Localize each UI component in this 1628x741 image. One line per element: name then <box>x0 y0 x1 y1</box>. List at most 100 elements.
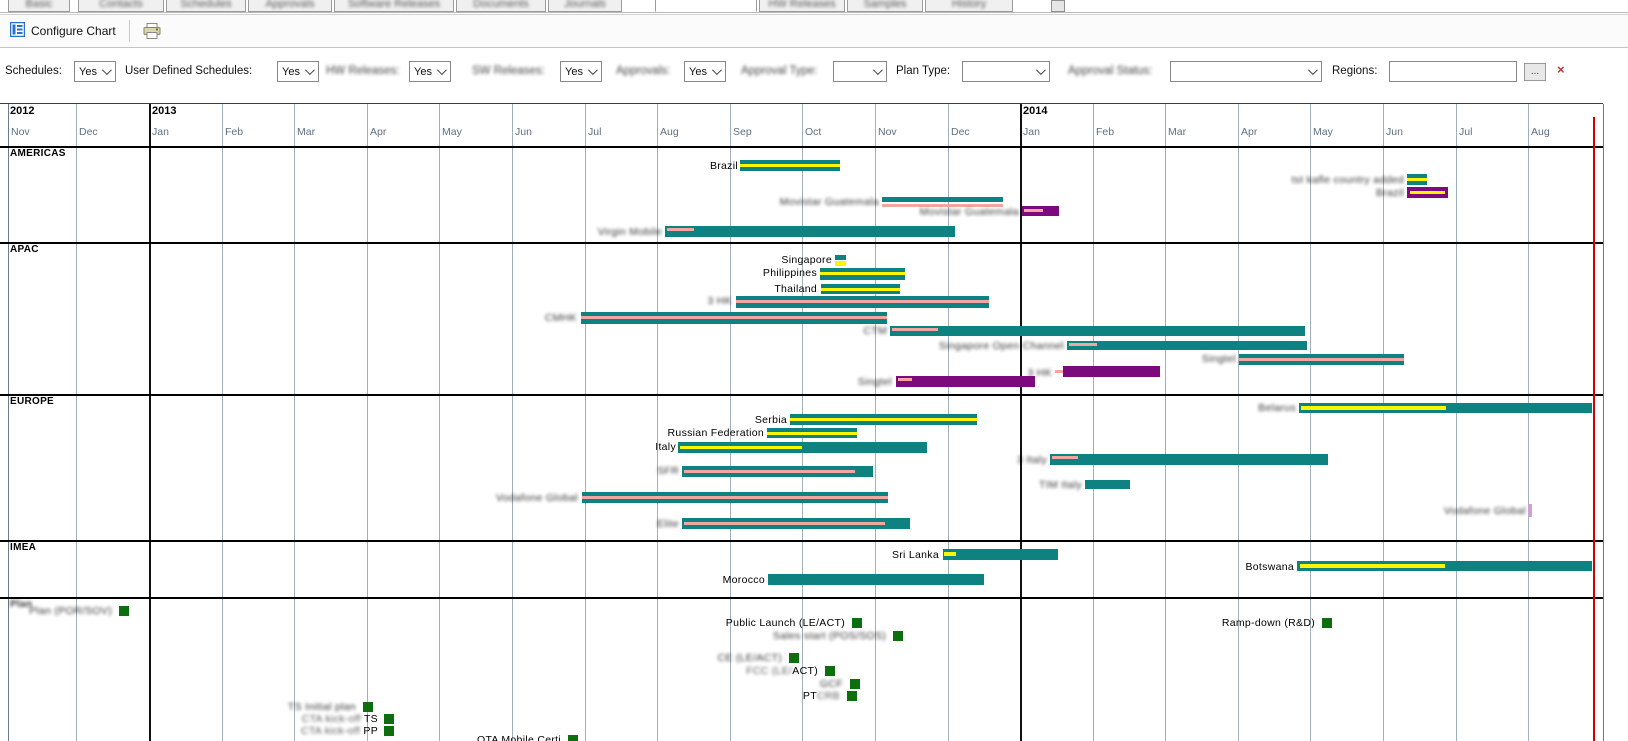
tab-schedules[interactable]: Schedules <box>166 0 246 12</box>
gantt-bar-singtel[interactable] <box>896 376 1035 387</box>
gantt-bar-vodafone-global[interactable] <box>1528 504 1532 517</box>
milestone-marker-ce-le-act[interactable] <box>789 653 799 663</box>
gantt-bar-elite[interactable] <box>684 522 885 525</box>
filter-select-schedules[interactable]: Yes <box>74 61 116 82</box>
print-icon[interactable] <box>143 23 161 39</box>
region-label-imea: IMEA <box>10 542 37 553</box>
gantt-bar-3-hk[interactable] <box>736 296 989 300</box>
gantt-bar-3-hk[interactable] <box>736 303 989 308</box>
gantt-bar-vodafone-global[interactable] <box>582 492 888 496</box>
gantt-bar-philippines[interactable] <box>820 275 905 280</box>
tab-documents[interactable]: Documents <box>456 0 546 12</box>
gantt-bar-singtel[interactable] <box>1239 354 1404 358</box>
gantt-bar-russian-federation[interactable] <box>767 435 857 438</box>
gantt-bar-tst-kafle-country-added[interactable] <box>1407 174 1427 178</box>
filter-select-approvals[interactable]: Yes <box>684 61 726 82</box>
gantt-bar-russian-federation[interactable] <box>767 432 857 435</box>
filter-select-approval-type[interactable] <box>833 61 887 82</box>
month-label-jan-14: Jan <box>1023 126 1040 138</box>
gantt-bar-singapore-open-channel[interactable] <box>1069 343 1097 346</box>
tab-basic[interactable]: Basic <box>8 0 70 12</box>
configure-chart-button[interactable]: Configure Chart <box>9 21 116 40</box>
gantt-bar-cmhk[interactable] <box>581 319 887 324</box>
gantt-bar-sri-lanka[interactable] <box>943 549 1058 560</box>
gantt-bar-italy[interactable] <box>680 446 802 449</box>
milestone-marker-cta-kick-off-pp[interactable] <box>384 726 394 736</box>
gantt-bar-3-hk[interactable] <box>1063 366 1160 377</box>
milestone-marker-cta-kick-off-ts[interactable] <box>384 714 394 724</box>
gantt-bar-botswana[interactable] <box>1300 564 1445 568</box>
gantt-bar-movistar-guatemala[interactable] <box>1024 209 1043 212</box>
gantt-bar-virgin-mobile[interactable] <box>667 228 694 231</box>
filter-select-approval-status[interactable] <box>1170 61 1322 82</box>
tab-active[interactable] <box>655 0 757 12</box>
gantt-bar-singtel[interactable] <box>1239 358 1404 361</box>
gantt-bar-movistar-guatemala[interactable] <box>882 197 1003 202</box>
gantt-bar-sri-lanka[interactable] <box>944 552 956 556</box>
gantt-bar-serbia[interactable] <box>790 414 977 418</box>
gantt-bar-thailand[interactable] <box>821 284 900 288</box>
tab-history[interactable]: History <box>925 0 1013 12</box>
gantt-bar-ctm[interactable] <box>890 326 1305 336</box>
gantt-bar-3-italy[interactable] <box>1052 456 1078 459</box>
regions-browse-button[interactable]: ... <box>1524 63 1546 81</box>
gantt-bar-singtel[interactable] <box>898 378 912 381</box>
tab-hw-releases[interactable]: HW Releases <box>759 0 845 12</box>
tab-approvals[interactable]: Approvals <box>248 0 332 12</box>
gantt-bar-morocco[interactable] <box>768 574 984 585</box>
gantt-bar-singapore[interactable] <box>835 255 846 260</box>
gantt-bar-sfr[interactable] <box>684 470 855 473</box>
gantt-bar-italy[interactable] <box>678 442 927 453</box>
milestone-label-ramp-down-r-d: Ramp-down (R&D) <box>1221 617 1315 629</box>
tab-software-releases[interactable]: Software Releases <box>334 0 454 12</box>
regions-clear-icon[interactable]: × <box>1557 62 1565 77</box>
gantt-bar-ctm[interactable] <box>892 328 938 331</box>
gantt-bar-tim-italy[interactable] <box>1085 480 1130 489</box>
milestone-marker-ramp-down-r-d[interactable] <box>1322 618 1332 628</box>
gantt-bar-movistar-guatemala[interactable] <box>882 204 1003 207</box>
gantt-bar-tst-kafle-country-added[interactable] <box>1407 181 1427 185</box>
gantt-bar-label-vodafone-global: Vodafone Global <box>495 492 578 504</box>
milestone-marker-gcf[interactable] <box>850 679 860 689</box>
regions-input[interactable] <box>1389 61 1517 82</box>
milestone-marker-ota-mobile-certi[interactable] <box>568 735 578 741</box>
gantt-bar-vodafone-global[interactable] <box>582 496 888 499</box>
gantt-bar-3-hk[interactable] <box>1055 370 1063 373</box>
gantt-bar-thailand[interactable] <box>821 288 900 291</box>
gantt-bar-russian-federation[interactable] <box>767 428 857 432</box>
gantt-bar-3-italy[interactable] <box>1050 454 1328 465</box>
gantt-bar-thailand[interactable] <box>821 291 900 294</box>
milestone-marker-ptcrb[interactable] <box>847 691 857 701</box>
tab-journals[interactable]: Journals <box>548 0 622 12</box>
gantt-bar-serbia[interactable] <box>790 418 977 421</box>
gantt-bar-philippines[interactable] <box>820 272 905 275</box>
gantt-bar-singtel[interactable] <box>1239 361 1404 365</box>
gantt-bar-virgin-mobile[interactable] <box>665 226 955 237</box>
gantt-bar-brazil[interactable] <box>1410 191 1445 194</box>
filter-select-plan-type[interactable] <box>962 61 1050 82</box>
tab-contacts[interactable]: Contacts <box>78 0 164 12</box>
gantt-bar-serbia[interactable] <box>790 421 977 425</box>
gantt-bar-cmhk[interactable] <box>581 316 887 319</box>
filter-select-user-defined-schedules[interactable]: Yes <box>277 61 319 82</box>
milestone-marker-plan-por-sov[interactable] <box>119 606 129 616</box>
milestone-marker-public-launch-le-act[interactable] <box>852 618 862 628</box>
gantt-bar-singapore[interactable] <box>835 261 846 266</box>
gantt-bar-brazil[interactable] <box>740 160 840 164</box>
filter-select-hw-releases[interactable]: Yes <box>409 61 451 82</box>
milestone-marker-sales-start-pos-sos[interactable] <box>893 631 903 641</box>
milestone-marker-fcc-le-act[interactable] <box>825 666 835 676</box>
gantt-bar-philippines[interactable] <box>820 268 905 272</box>
gantt-bar-3-hk[interactable] <box>736 300 989 303</box>
gantt-bar-cmhk[interactable] <box>581 312 887 316</box>
tab-samples[interactable]: Samples <box>847 0 923 12</box>
gantt-bar-tst-kafle-country-added[interactable] <box>1407 178 1427 181</box>
gantt-bar-brazil[interactable] <box>740 164 840 167</box>
tab-overflow-button[interactable] <box>1051 0 1065 12</box>
filter-select-sw-releases[interactable]: Yes <box>560 61 602 82</box>
gantt-bar-belarus[interactable] <box>1301 406 1446 410</box>
gantt-bar-brazil[interactable] <box>740 167 840 171</box>
gantt-bar-vodafone-global[interactable] <box>582 499 888 503</box>
milestone-marker-ts-initial-plan[interactable] <box>363 702 373 712</box>
gantt-bar-singapore-open-channel[interactable] <box>1067 341 1307 350</box>
